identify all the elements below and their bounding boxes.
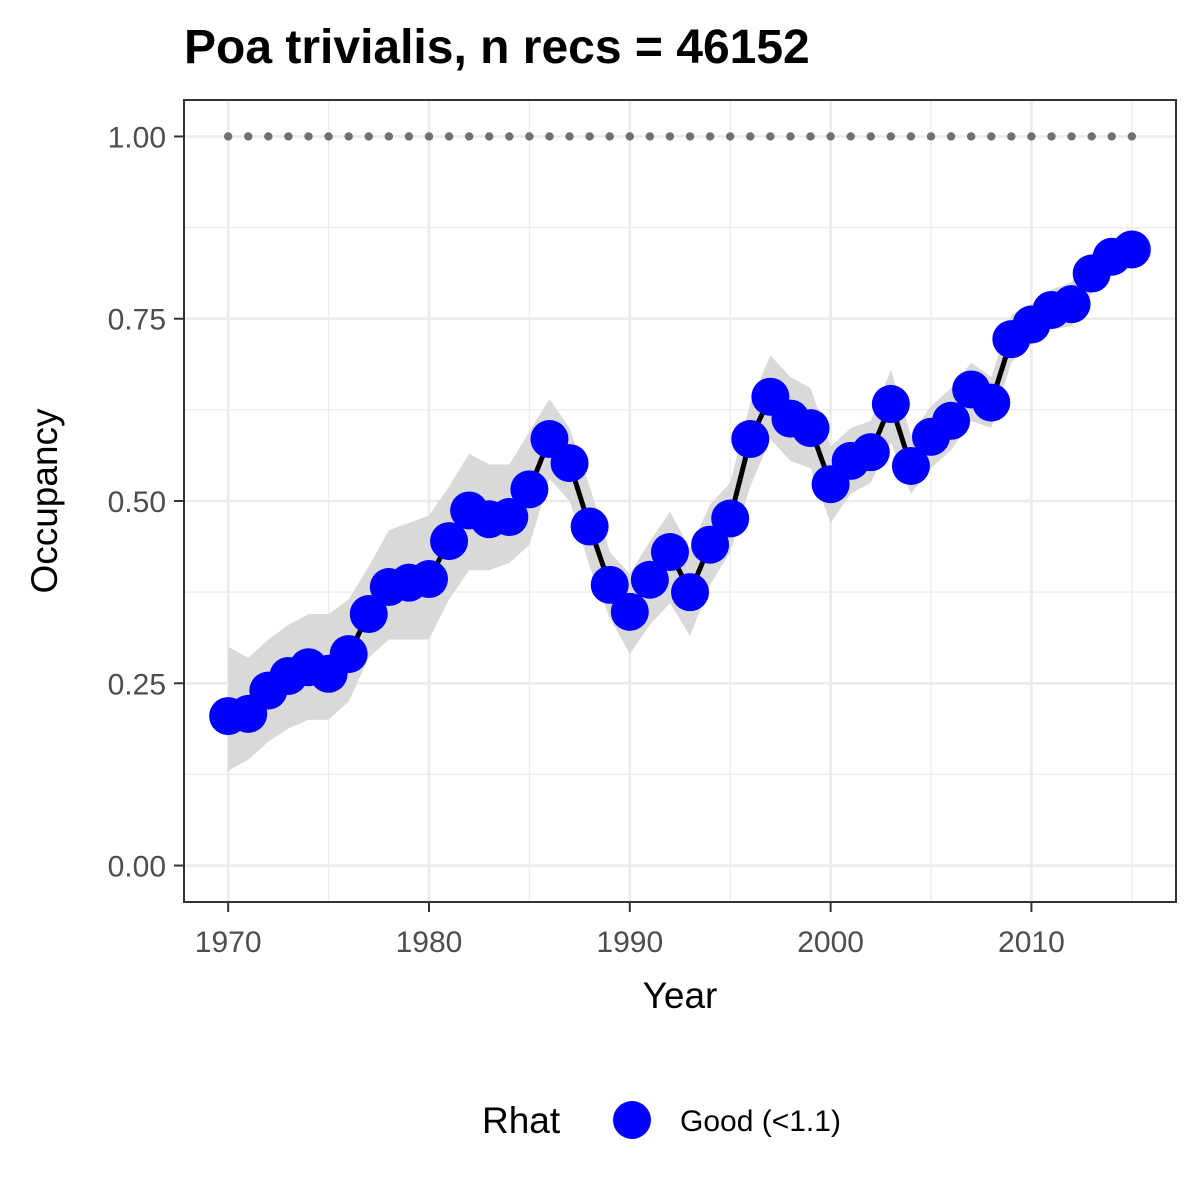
reference-line-dot — [946, 132, 956, 141]
x-tick-label: 2010 — [998, 926, 1065, 959]
data-point — [1112, 230, 1151, 269]
reference-line-dot — [806, 132, 815, 141]
data-point — [691, 525, 730, 564]
y-axis-title: Occupancy — [24, 408, 65, 594]
x-axis-title: Year — [643, 975, 718, 1016]
reference-line-dot — [344, 132, 353, 141]
reference-line-dot — [565, 132, 574, 141]
data-point — [871, 385, 910, 424]
data-point — [791, 409, 830, 448]
data-point — [490, 498, 529, 537]
reference-line-dot — [585, 132, 594, 141]
reference-line-dot — [384, 132, 394, 141]
y-tick-label: 0.00 — [108, 851, 166, 884]
reference-line-dot — [404, 132, 414, 141]
data-point — [550, 444, 589, 483]
data-point — [711, 499, 750, 538]
data-point — [590, 565, 629, 604]
data-point — [610, 592, 649, 631]
reference-line-dot — [665, 132, 675, 141]
reference-line-dot — [705, 132, 715, 141]
x-tick-label: 2000 — [797, 926, 864, 959]
data-point — [932, 401, 971, 440]
data-point — [510, 470, 549, 509]
reference-line-dot — [464, 132, 474, 141]
reference-line-dot — [444, 132, 454, 141]
reference-line-dot — [1067, 132, 1076, 141]
x-tick-label: 1990 — [596, 926, 663, 959]
reference-line-dot — [1127, 132, 1137, 141]
reference-line-dot — [364, 132, 373, 141]
reference-line-dot — [324, 132, 333, 141]
reference-line-dot — [1027, 132, 1036, 141]
y-tick-label: 0.25 — [108, 668, 166, 701]
reference-line-dot — [545, 132, 554, 141]
data-point — [671, 573, 710, 612]
reference-line-dot — [685, 132, 695, 141]
reference-line-dot — [826, 132, 835, 141]
reference-line-dot — [746, 132, 755, 141]
x-tick-label: 1980 — [396, 926, 463, 959]
reference-line-dot — [1007, 132, 1016, 141]
x-axis-ticks: 1970 1980 1990 2000 2010 — [195, 902, 1065, 959]
data-points-layer — [209, 230, 1151, 736]
reference-line-dot — [244, 132, 253, 141]
reference-line-dot — [987, 132, 996, 141]
reference-line-dot — [926, 132, 936, 141]
legend-label: Good (<1.1) — [680, 1105, 841, 1138]
legend-title: Rhat — [482, 1100, 561, 1141]
reference-line-dot — [304, 132, 313, 141]
data-point — [891, 447, 930, 486]
data-point — [570, 507, 609, 546]
legend: Rhat Good (<1.1) — [482, 1100, 841, 1141]
confidence-ribbon-layer — [228, 231, 1132, 771]
reference-line-dot — [605, 132, 614, 141]
reference-line-dot — [625, 132, 634, 141]
reference-line-dot — [726, 132, 735, 141]
data-point — [329, 635, 368, 674]
reference-line-dot — [505, 132, 514, 141]
data-point — [1052, 285, 1091, 324]
reference-line-dot — [866, 132, 875, 141]
reference-line-dot — [1107, 132, 1116, 141]
data-point — [731, 420, 770, 459]
y-tick-label: 0.50 — [108, 486, 166, 519]
reference-line-dot — [1087, 132, 1096, 141]
y-axis-ticks: 0.00 0.25 0.50 0.75 1.00 — [108, 121, 184, 884]
reference-line-layer — [223, 132, 1137, 141]
reference-line-dot — [886, 132, 896, 141]
reference-line-dot — [525, 132, 534, 141]
chart-title: Poa trivialis, n recs = 46152 — [184, 21, 810, 74]
legend-key-point — [613, 1101, 651, 1139]
reference-line-dot — [223, 132, 233, 141]
x-tick-label: 1970 — [195, 926, 262, 959]
y-tick-label: 0.75 — [108, 304, 166, 337]
reference-line-dot — [645, 132, 655, 141]
y-tick-label: 1.00 — [108, 121, 166, 154]
reference-line-dot — [1047, 132, 1056, 141]
reference-line-dot — [786, 132, 795, 141]
reference-line-dot — [424, 132, 434, 141]
reference-line-dot — [846, 132, 855, 141]
data-point — [409, 560, 448, 599]
reference-line-dot — [966, 132, 976, 141]
reference-line-dot — [766, 132, 775, 141]
reference-line-dot — [485, 132, 494, 141]
data-point — [430, 522, 469, 561]
data-point — [851, 433, 890, 472]
reference-line-dot — [264, 132, 273, 141]
reference-line-dot — [284, 132, 293, 141]
reference-line-dot — [906, 132, 916, 141]
data-point — [972, 383, 1011, 422]
data-point — [630, 560, 669, 599]
confidence-ribbon — [228, 231, 1132, 771]
data-point — [650, 533, 689, 572]
data-point — [349, 595, 388, 634]
